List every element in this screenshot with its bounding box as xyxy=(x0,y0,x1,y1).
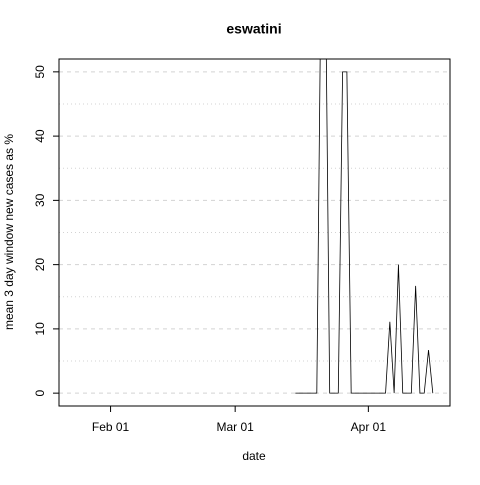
x-axis-label: date xyxy=(242,449,266,463)
y-axis-label: mean 3 day window new cases as % xyxy=(2,134,16,330)
y-tick-label: 30 xyxy=(33,193,47,207)
plot-frame xyxy=(58,58,451,407)
y-tick-label: 0 xyxy=(33,389,47,396)
y-tick-label: 50 xyxy=(33,65,47,79)
x-tick-label: Feb 01 xyxy=(92,420,130,434)
y-tick-label: 20 xyxy=(33,258,47,272)
y-tick-label: 40 xyxy=(33,129,47,143)
line-series xyxy=(295,59,434,394)
x-tick-label: Mar 01 xyxy=(216,420,254,434)
x-tick-label: Apr 01 xyxy=(351,420,387,434)
chart-title: eswatini xyxy=(226,21,281,37)
y-tick-label: 10 xyxy=(33,322,47,336)
